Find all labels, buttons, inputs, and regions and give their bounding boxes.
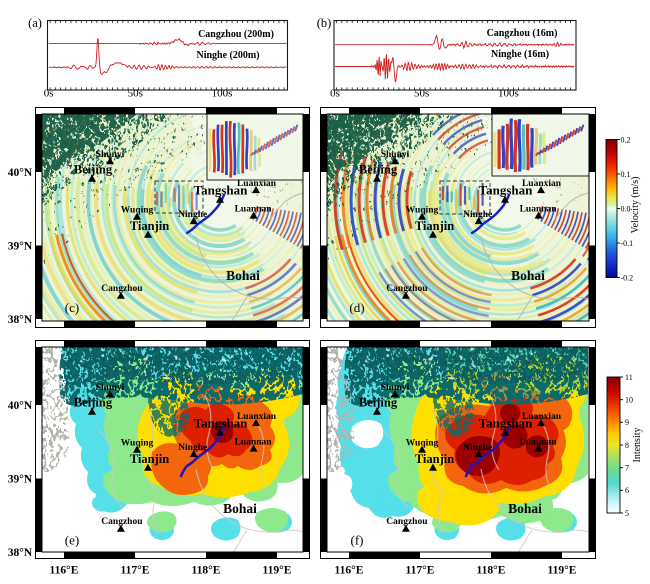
svg-text:Luannan: Luannan [520, 437, 558, 447]
svg-text:Wuqing: Wuqing [406, 206, 439, 216]
svg-text:(d): (d) [349, 300, 364, 315]
svg-text:50s: 50s [128, 88, 143, 100]
svg-text:0.0: 0.0 [621, 204, 631, 213]
svg-text:8: 8 [625, 441, 629, 450]
svg-text:Wuqing: Wuqing [406, 439, 439, 449]
svg-text:Luannan: Luannan [235, 437, 273, 447]
svg-text:117°E: 117°E [406, 565, 435, 577]
svg-text:(a): (a) [28, 16, 42, 30]
svg-text:Wuqing: Wuqing [121, 206, 154, 216]
svg-text:116°E: 116°E [335, 565, 364, 577]
svg-text:Luanxian: Luanxian [522, 412, 562, 422]
svg-text:5: 5 [625, 509, 629, 518]
svg-text:50s: 50s [414, 88, 429, 100]
svg-text:-0.2: -0.2 [621, 273, 634, 282]
svg-text:Ninghe: Ninghe [178, 443, 207, 453]
svg-text:118°E: 118°E [477, 565, 506, 577]
svg-text:Tianjin: Tianjin [415, 452, 454, 466]
svg-text:Tianjin: Tianjin [130, 452, 169, 466]
svg-text:40°N: 40°N [8, 400, 33, 412]
svg-text:Velocity (m/s): Velocity (m/s) [630, 177, 641, 234]
svg-text:Tangshan: Tangshan [194, 183, 248, 198]
svg-text:7: 7 [625, 464, 629, 473]
svg-text:Shunyi: Shunyi [381, 383, 410, 393]
svg-text:Bohai: Bohai [508, 501, 542, 516]
svg-text:Shunyi: Shunyi [381, 150, 410, 160]
svg-text:100s: 100s [212, 88, 233, 100]
svg-text:0s: 0s [330, 88, 340, 100]
svg-text:Intensity: Intensity [632, 428, 643, 463]
svg-text:Beijing: Beijing [74, 163, 113, 177]
svg-text:Shunyi: Shunyi [96, 150, 125, 160]
svg-text:Ninghe: Ninghe [178, 210, 207, 220]
svg-text:Bohai: Bohai [226, 268, 260, 283]
svg-text:39°N: 39°N [8, 474, 33, 486]
svg-text:116°E: 116°E [50, 565, 79, 577]
svg-text:Beijing: Beijing [74, 396, 113, 410]
svg-text:(e): (e) [65, 533, 79, 548]
svg-text:119°E: 119°E [263, 565, 292, 577]
svg-text:Cangzhou (200m): Cangzhou (200m) [198, 29, 274, 40]
svg-text:38°N: 38°N [8, 547, 33, 559]
svg-text:Ninghe: Ninghe [463, 210, 492, 220]
svg-text:11: 11 [625, 373, 633, 382]
svg-text:100s: 100s [498, 88, 519, 100]
svg-text:Cangzhou: Cangzhou [386, 517, 428, 527]
svg-text:(f): (f) [351, 533, 364, 548]
svg-text:40°N: 40°N [8, 167, 33, 179]
svg-text:0.2: 0.2 [621, 135, 631, 144]
svg-text:Bohai: Bohai [223, 501, 257, 516]
svg-text:Tangshan: Tangshan [194, 416, 248, 431]
svg-text:Ninghe (200m): Ninghe (200m) [196, 50, 259, 61]
svg-text:Ninghe (16m): Ninghe (16m) [491, 49, 549, 60]
svg-text:0.1: 0.1 [621, 170, 631, 179]
svg-text:Cangzhou: Cangzhou [101, 284, 143, 294]
svg-text:Tangshan: Tangshan [479, 416, 533, 431]
svg-text:Luanxian: Luanxian [237, 412, 277, 422]
svg-text:Beijing: Beijing [359, 396, 398, 410]
svg-text:38°N: 38°N [8, 314, 33, 326]
svg-text:(c): (c) [65, 300, 79, 315]
svg-text:Luanxian: Luanxian [522, 179, 562, 189]
svg-text:39°N: 39°N [8, 241, 33, 253]
svg-text:Tianjin: Tianjin [130, 219, 169, 233]
svg-text:0s: 0s [44, 88, 54, 100]
svg-text:Cangzhou: Cangzhou [386, 284, 428, 294]
svg-text:6: 6 [625, 486, 629, 495]
svg-text:Ninghe: Ninghe [463, 443, 492, 453]
svg-text:Cangzhou: Cangzhou [101, 517, 143, 527]
svg-text:119°E: 119°E [548, 565, 577, 577]
svg-text:Tangshan: Tangshan [479, 183, 533, 198]
svg-text:Luanxian: Luanxian [237, 179, 277, 189]
svg-text:Cangzhou (16m): Cangzhou (16m) [487, 28, 558, 39]
svg-text:Shunyi: Shunyi [96, 383, 125, 393]
svg-text:Wuqing: Wuqing [121, 439, 154, 449]
svg-text:Luannan: Luannan [235, 204, 273, 214]
svg-text:(b): (b) [317, 16, 332, 30]
svg-text:Bohai: Bohai [511, 268, 545, 283]
svg-text:9: 9 [625, 418, 629, 427]
svg-text:118°E: 118°E [192, 565, 221, 577]
svg-text:-0.1: -0.1 [621, 239, 634, 248]
svg-text:Luannan: Luannan [520, 204, 558, 214]
svg-text:117°E: 117°E [121, 565, 150, 577]
svg-text:10: 10 [625, 396, 633, 405]
svg-text:Tianjin: Tianjin [415, 219, 454, 233]
svg-text:Beijing: Beijing [359, 163, 398, 177]
